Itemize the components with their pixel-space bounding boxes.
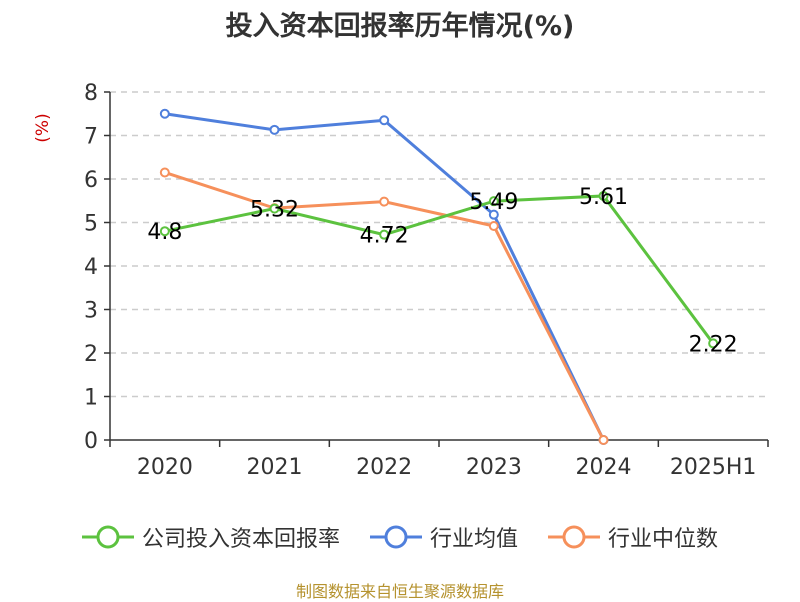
data-point bbox=[598, 435, 609, 445]
grid-lines bbox=[110, 91, 768, 398]
legend-item[interactable]: 行业均值 bbox=[369, 521, 518, 553]
source-note: 制图数据来自恒生聚源数据库 bbox=[295, 582, 504, 601]
data-label: 5.49 bbox=[469, 190, 518, 215]
legend-label: 公司投入资本回报率 bbox=[141, 527, 340, 552]
series-line bbox=[164, 112, 605, 441]
legend-line-circle-icon bbox=[369, 525, 422, 549]
data-point bbox=[269, 203, 280, 214]
y-tick-label: 4 bbox=[84, 255, 98, 280]
data-label: 5.32 bbox=[250, 198, 299, 223]
data-point bbox=[159, 167, 170, 178]
y-tick-label: 3 bbox=[84, 299, 98, 324]
y-tick-label: 2 bbox=[84, 342, 98, 367]
data-point bbox=[159, 108, 170, 119]
x-tick-label: 2023 bbox=[466, 455, 522, 480]
legend-item[interactable]: 公司投入资本回报率 bbox=[81, 521, 340, 553]
data-point bbox=[379, 229, 390, 240]
x-tick-label: 2024 bbox=[576, 455, 632, 480]
legend-label: 行业均值 bbox=[429, 527, 518, 552]
y-tick-label: 7 bbox=[84, 125, 98, 150]
data-label: 4.72 bbox=[360, 224, 409, 249]
data-point bbox=[379, 115, 390, 126]
x-tick-label: 2022 bbox=[356, 455, 412, 480]
data-point bbox=[488, 196, 499, 207]
axes: 0 1 2 3 4 5 6 7 8 2020 2021 2022 2023 2024 2025H1 bbox=[84, 81, 769, 480]
series-line bbox=[164, 194, 715, 345]
legend: 公司投入资本回报率 行业均值 行业中位数 bbox=[0, 521, 800, 553]
data-label: 4.8 bbox=[147, 220, 182, 245]
data-point bbox=[708, 338, 719, 349]
y-tick-label: 1 bbox=[84, 386, 98, 411]
data-point bbox=[488, 220, 499, 231]
data-point bbox=[379, 196, 390, 207]
series-lines bbox=[159, 108, 719, 445]
y-tick-label: 0 bbox=[84, 429, 98, 454]
data-labels: 4.8 5.32 4.72 5.49 5.61 2.22 bbox=[147, 185, 737, 357]
legend-label: 行业中位数 bbox=[608, 527, 719, 552]
data-label: 5.61 bbox=[579, 185, 628, 210]
data-point bbox=[488, 209, 499, 220]
x-tick-label: 2020 bbox=[137, 455, 193, 480]
data-point bbox=[598, 190, 609, 201]
legend-line-circle-icon bbox=[548, 525, 600, 549]
y-tick-label: 8 bbox=[84, 81, 98, 106]
data-point bbox=[269, 124, 280, 135]
y-axis-unit-label: (%) bbox=[33, 113, 53, 142]
data-point bbox=[159, 226, 170, 237]
x-tick-label: 2025H1 bbox=[670, 455, 757, 480]
x-tick-label: 2021 bbox=[247, 455, 303, 480]
y-tick-label: 6 bbox=[84, 168, 98, 193]
data-label: 2.22 bbox=[689, 332, 738, 357]
legend-item[interactable]: 行业中位数 bbox=[548, 521, 718, 553]
y-tick-label: 5 bbox=[84, 212, 98, 237]
chart-title: 投入资本回报率历年情况(%) bbox=[225, 11, 575, 42]
legend-line-circle-icon bbox=[81, 525, 134, 549]
